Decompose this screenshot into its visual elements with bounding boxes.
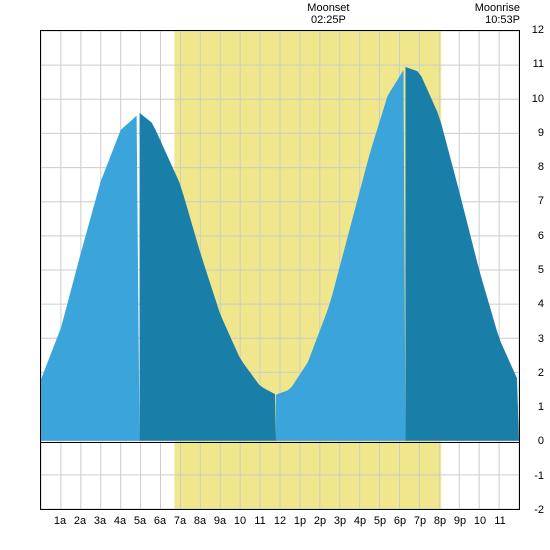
x-tick-label: 9a (214, 515, 226, 527)
y-axis: 1211109876543210-1-2 (520, 30, 550, 510)
x-tick-label: 6a (154, 515, 166, 527)
x-tick-label: 3p (334, 515, 346, 527)
x-tick-label: 11 (494, 515, 505, 527)
tide-chart: 1211109876543210-1-2 1a2a3a4a5a6a7a8a9a1… (0, 0, 550, 550)
y-tick-label: -2 (534, 504, 544, 516)
x-tick-label: 8a (194, 515, 206, 527)
x-axis: 1a 2a 3a 4a 5a 6a 7a 8a 9a 10 11 12 1p 2p 3p 4p 5p 6p 7p 8p… (40, 515, 520, 535)
x-tick-label: 5a (134, 515, 146, 527)
y-tick-label: 0 (538, 435, 544, 447)
annotation-time: 10:53P (475, 14, 520, 26)
x-tick-label: 11 (254, 515, 265, 527)
y-tick-label: 11 (533, 58, 544, 70)
y-tick-label: 7 (538, 195, 544, 207)
x-tick-label: 12 (274, 515, 286, 527)
zero-axis-line (41, 442, 519, 443)
y-tick-label: 3 (538, 333, 544, 345)
moonset-annotation: Moonset02:25P (307, 2, 349, 26)
y-tick-label: 2 (538, 367, 544, 379)
y-tick-label: 8 (538, 161, 544, 173)
x-tick-label: 3a (94, 515, 106, 527)
x-tick-label: 4p (354, 515, 366, 527)
moonrise-annotation: Moonrise10:53P (475, 2, 520, 26)
x-tick-label: 8p (434, 515, 446, 527)
y-tick-label: 1 (538, 401, 544, 413)
x-tick-label: 6p (394, 515, 406, 527)
y-tick-label: 6 (538, 230, 544, 242)
x-tick-label: 1p (294, 515, 306, 527)
annotation-time: 02:25P (307, 14, 349, 26)
plot-area (40, 30, 520, 510)
y-tick-label: -1 (534, 470, 544, 482)
x-tick-label: 7p (414, 515, 426, 527)
x-tick-label: 10 (234, 515, 246, 527)
y-tick-label: 5 (538, 264, 544, 276)
x-tick-label: 5p (374, 515, 386, 527)
x-tick-label: 9p (454, 515, 466, 527)
tide-area (41, 31, 519, 509)
x-tick-label: 4a (114, 515, 126, 527)
x-tick-label: 2p (314, 515, 326, 527)
x-tick-label: 7a (174, 515, 186, 527)
y-tick-label: 9 (538, 127, 544, 139)
y-tick-label: 4 (538, 298, 544, 310)
x-tick-label: 10 (474, 515, 486, 527)
x-tick-label: 2a (74, 515, 86, 527)
annotation-label: Moonset (307, 2, 349, 14)
annotation-label: Moonrise (475, 2, 520, 14)
y-tick-label: 10 (532, 93, 544, 105)
y-tick-label: 12 (532, 24, 544, 36)
x-tick-label: 1a (54, 515, 66, 527)
